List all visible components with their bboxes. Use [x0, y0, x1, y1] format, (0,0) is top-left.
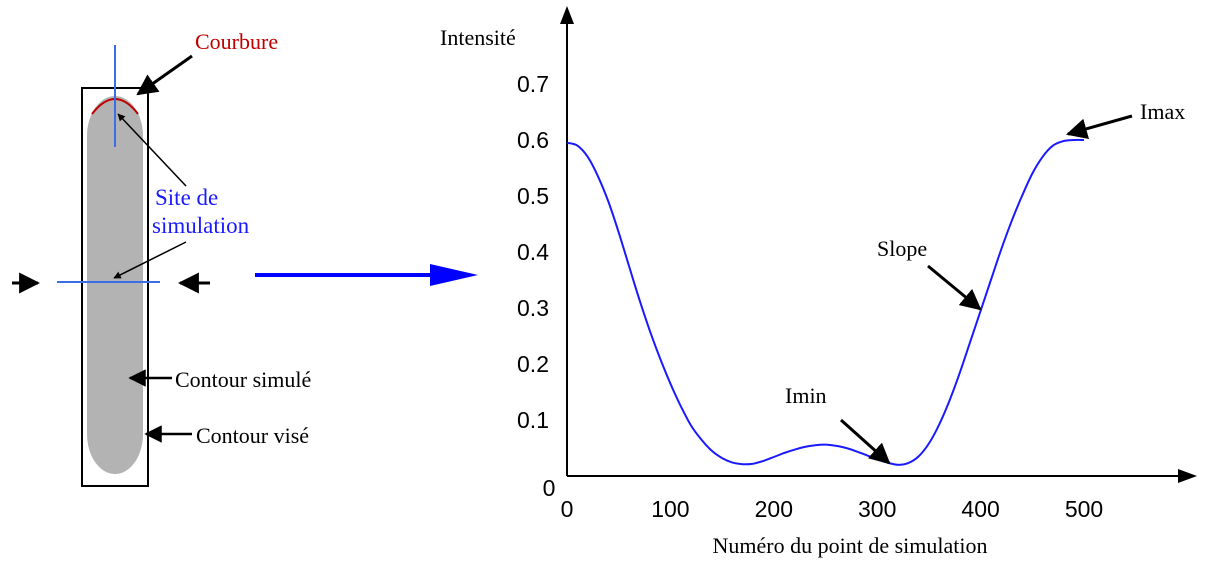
y-tick-label: 0.4	[517, 239, 549, 265]
site-arrow-middle	[113, 241, 187, 279]
simulated-contour-shape	[87, 96, 143, 474]
y-tick-labels: 0.1 0.2 0.3 0.4 0.5 0.6 0.7	[517, 71, 549, 433]
series-line-intensity	[566, 138, 1085, 466]
annotation-imin-arrow	[839, 418, 891, 465]
y-tick-label: 0.3	[517, 295, 549, 321]
x-axis-arrowhead	[1178, 469, 1197, 483]
x-tick-label: 200	[755, 496, 793, 522]
annotation-imax: Imax	[1140, 99, 1185, 124]
contour-simule-label: Contour simulé	[175, 367, 311, 392]
y-tick-label: 0.6	[517, 127, 549, 153]
y-axis-title: Intensité	[440, 25, 516, 50]
y-tick-label: 0.1	[517, 407, 549, 433]
transition-arrow-head	[430, 264, 478, 286]
transition-arrow	[255, 264, 478, 286]
x-tick-label: 100	[651, 496, 689, 522]
x-tick-label: 400	[961, 496, 999, 522]
annotation-imax-arrow	[1065, 114, 1133, 139]
site-arrow-top	[117, 113, 187, 187]
contour-vise-label: Contour visé	[196, 423, 309, 448]
annotation-imin: Imin	[785, 383, 827, 408]
y-tick-label: 0.7	[517, 71, 549, 97]
annotation-slope-arrow	[927, 264, 982, 311]
courbure-label: Courbure	[195, 29, 278, 54]
site-label-line2: simulation	[152, 213, 250, 238]
x-axis-title: Numéro du point de simulation	[713, 533, 988, 558]
annotation-slope: Slope	[877, 236, 927, 261]
x-tick-label: 0	[561, 496, 574, 522]
x-tick-label: 300	[858, 496, 896, 522]
origin-label: 0	[543, 475, 556, 501]
y-axis-arrowhead	[560, 6, 574, 24]
x-tick-label: 500	[1065, 496, 1103, 522]
contour-diagram: Courbure Site de simulation Contour simu…	[12, 29, 311, 487]
intensity-chart: Intensité Numéro du point de simulation …	[440, 6, 1197, 558]
y-tick-label: 0.2	[517, 351, 549, 377]
y-tick-label: 0.5	[517, 183, 549, 209]
courbure-arrow	[136, 54, 193, 96]
site-label-line1: Site de	[155, 185, 218, 210]
x-tick-labels: 0 100 200 300 400 500	[561, 496, 1104, 522]
